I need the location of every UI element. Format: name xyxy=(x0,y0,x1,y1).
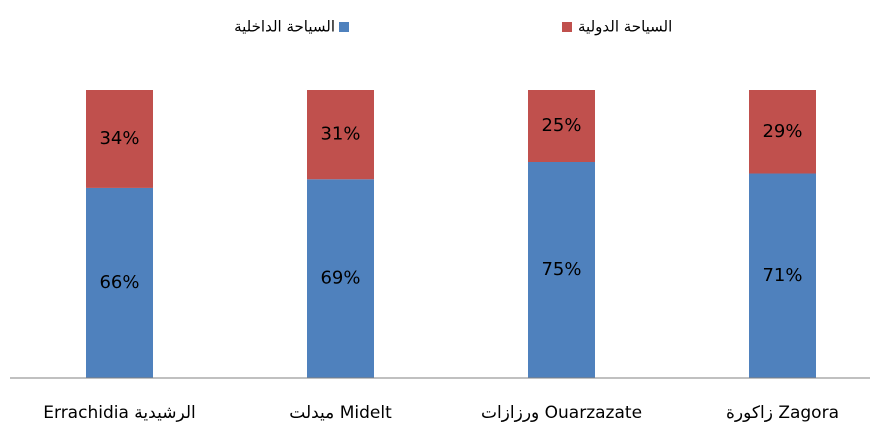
x-tick-label: ميدلت Midelt xyxy=(289,403,392,423)
legend-swatch xyxy=(339,22,349,32)
bar-segment xyxy=(749,173,816,378)
data-label: 66% xyxy=(99,272,139,293)
x-tick-label: زاكورة Zagora xyxy=(726,403,839,423)
data-label: 25% xyxy=(541,115,581,136)
x-tick-label: ورزازات Ouarzazate xyxy=(481,403,642,423)
data-label: 29% xyxy=(762,121,802,142)
bar-segment xyxy=(86,187,153,378)
bar-segment xyxy=(528,162,595,378)
bar-segment xyxy=(307,179,374,378)
data-label: 75% xyxy=(541,259,581,280)
data-label: 31% xyxy=(320,124,360,145)
bar-segment xyxy=(749,90,816,174)
bar-segment xyxy=(307,90,374,180)
bar-segment xyxy=(86,90,153,188)
data-label: 34% xyxy=(99,128,139,149)
legend-swatch xyxy=(562,22,572,32)
x-tick-label: Errachidia الرشيدية xyxy=(43,403,195,423)
data-label: 71% xyxy=(762,265,802,286)
bar-segment xyxy=(528,90,595,162)
legend-label: السياحة الداخلية xyxy=(234,18,335,36)
data-label: 69% xyxy=(320,268,360,289)
legend-label: السياحة الدولية xyxy=(578,18,672,36)
